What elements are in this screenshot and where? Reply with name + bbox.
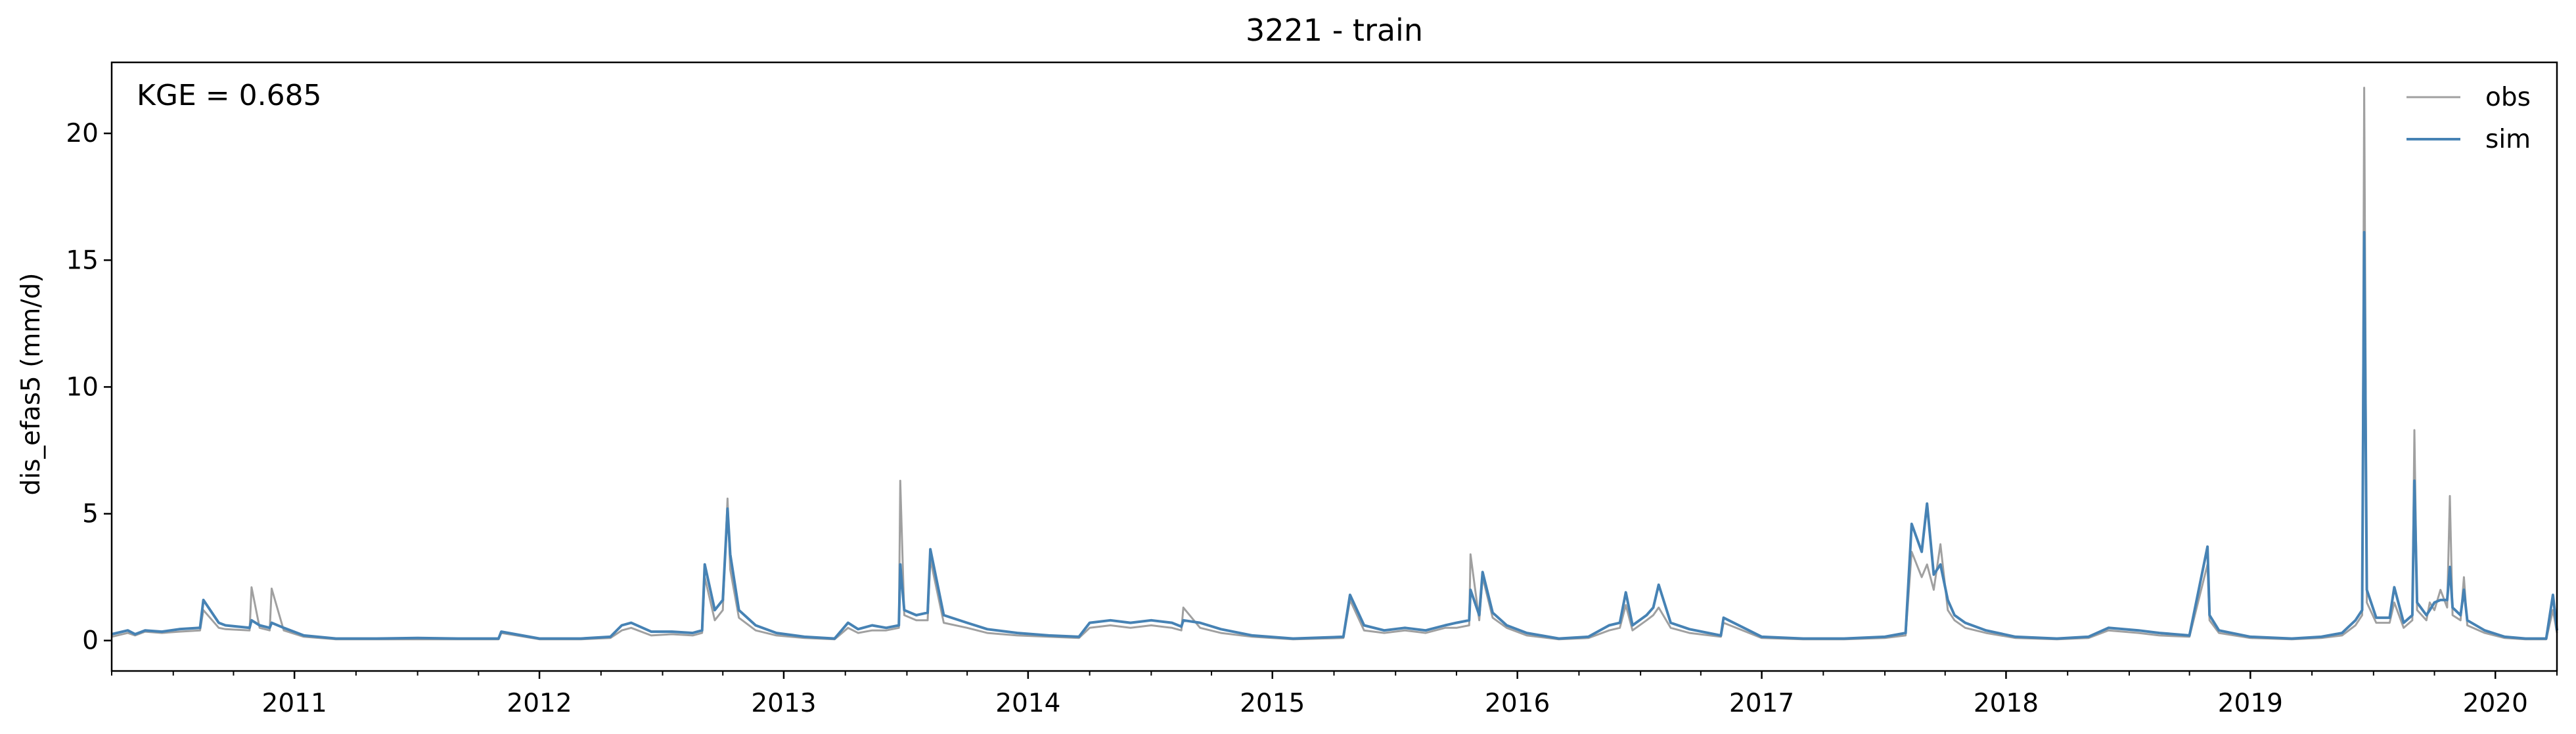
x-tick-label: 2016	[1485, 689, 1550, 718]
y-tick-label: 10	[66, 372, 99, 402]
x-tick-label: 2012	[507, 689, 572, 718]
y-tick-label: 20	[66, 119, 99, 148]
series-line-sim	[111, 230, 2558, 640]
legend-label-obs: obs	[2485, 83, 2531, 112]
x-tick-label: 2015	[1240, 689, 1305, 718]
x-tick-label: 2013	[751, 689, 816, 718]
x-tick-label: 2020	[2463, 689, 2528, 718]
series-layer	[111, 87, 2558, 641]
y-tick-label: 15	[66, 246, 99, 275]
plot-frame	[110, 61, 2558, 672]
legend-label-sim: sim	[2485, 125, 2531, 154]
x-tick-label: 2014	[995, 689, 1060, 718]
y-tick-label: 5	[82, 500, 99, 529]
x-tick-label: 2019	[2218, 689, 2283, 718]
series-line-obs	[111, 87, 2558, 641]
chart-title: 3221 - train	[1246, 12, 1423, 48]
y-axis-label: dis_efas5 (mm/d)	[16, 273, 46, 496]
axes-layer: 0 5 10 15 20 2011 2012 2013 2014 2015 2016 2017 2018…	[66, 119, 2558, 718]
kge-annotation: KGE = 0.685	[137, 79, 322, 112]
x-tick-label: 2017	[1729, 689, 1794, 718]
x-tick-label: 2011	[262, 689, 327, 718]
x-tick-label: 2018	[1974, 689, 2039, 718]
legend: obs sim	[2407, 83, 2531, 154]
y-tick-label: 0	[82, 626, 99, 656]
